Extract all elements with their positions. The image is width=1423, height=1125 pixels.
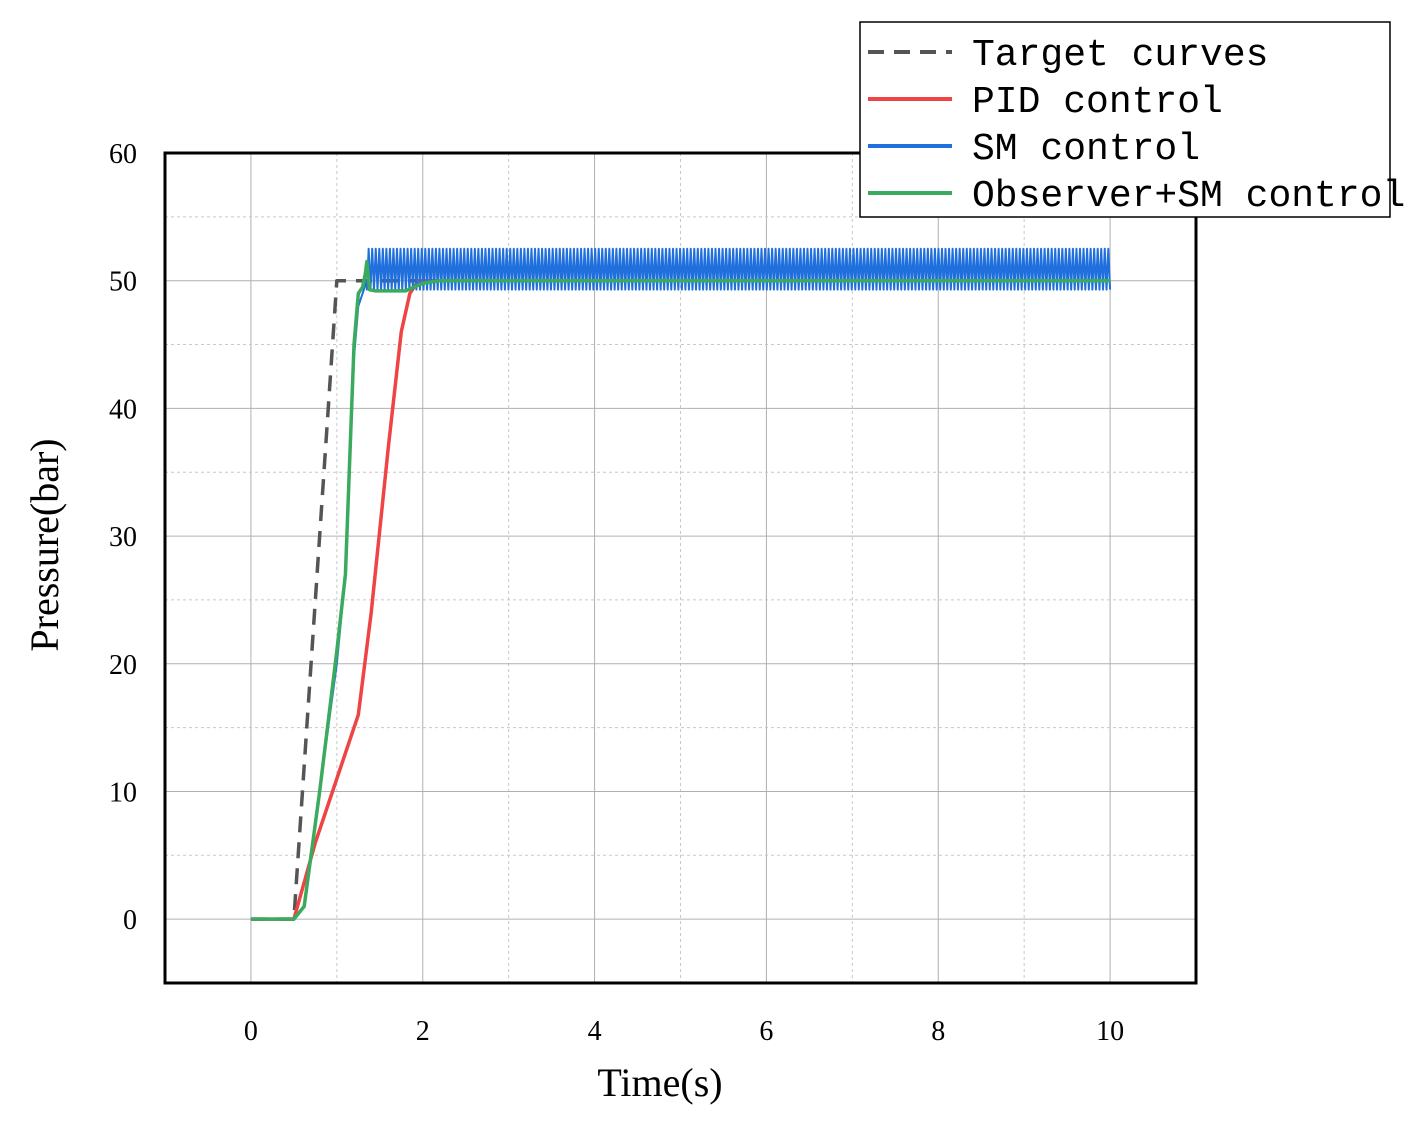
legend-box (859, 21, 1391, 218)
y-tick-label: 50 (109, 267, 137, 298)
y-axis-label: Pressure(bar) (22, 438, 67, 651)
legend-entry-label: PID control (972, 81, 1223, 124)
y-tick-labels: 0 10 20 30 40 50 60 (109, 139, 137, 936)
legend-entry-label: Target curves (972, 34, 1268, 77)
x-tick-label: 2 (416, 1016, 430, 1047)
y-tick-label: 0 (123, 905, 137, 936)
y-tick-label: 30 (109, 522, 137, 553)
x-tick-label: 4 (588, 1016, 602, 1047)
series-line-observer-sm-control (250, 259, 1111, 921)
y-tick-label: 60 (109, 139, 137, 170)
x-tick-label: 6 (759, 1016, 773, 1047)
series-line-sm-control (250, 247, 1112, 921)
legend-entry-label: SM control (972, 128, 1200, 171)
y-tick-label: 40 (109, 394, 137, 425)
x-tick-label: 0 (244, 1016, 258, 1047)
x-axis-label: Time(s) (597, 1060, 722, 1105)
x-tick-label: 8 (931, 1016, 945, 1047)
x-tick-labels: 0 2 4 6 8 10 (244, 1016, 1124, 1047)
y-tick-label: 20 (109, 650, 137, 681)
legend-entry-label: Observer+SM control (972, 175, 1405, 218)
y-tick-label: 10 (109, 777, 137, 808)
series-group (250, 247, 1112, 921)
x-tick-label: 10 (1096, 1016, 1124, 1047)
plot-frame (163, 151, 1198, 985)
